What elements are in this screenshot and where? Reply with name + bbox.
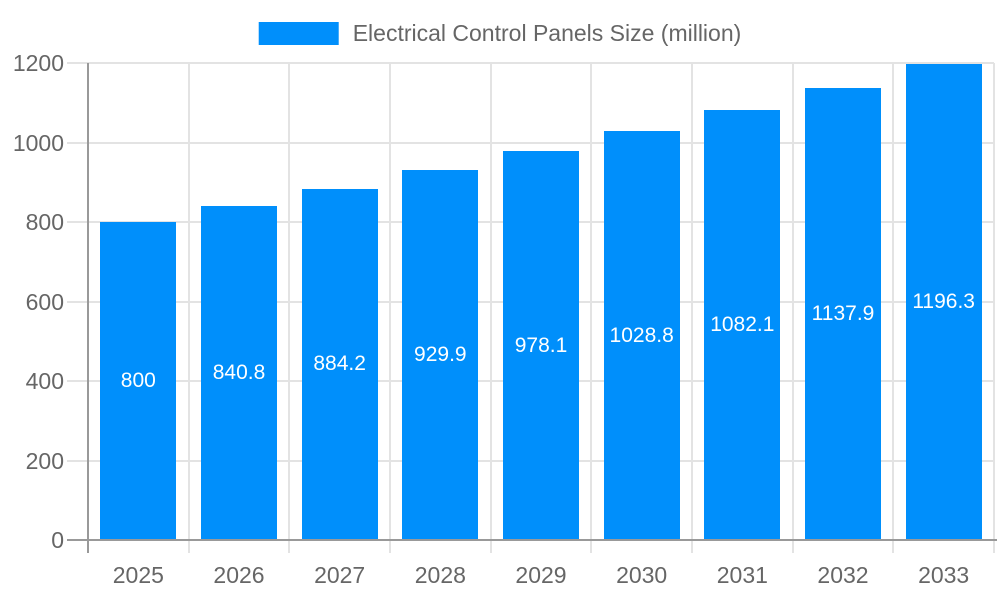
bar-value-label-2030: 1028.8 <box>609 323 674 347</box>
y-axis-tick-label-1000: 1000 <box>12 129 64 156</box>
bar-value-label-2025: 800 <box>120 369 156 392</box>
bar-value-label-2032: 1137.9 <box>811 301 875 325</box>
y-axis-tick-label-800: 800 <box>25 209 64 235</box>
gridline-y-1000 <box>67 141 994 144</box>
x-axis-tick-label-2025: 2025 <box>112 562 164 588</box>
y-axis-tick-label-1200: 1200 <box>12 50 64 76</box>
gridline-x-boundary-2 <box>288 63 291 553</box>
bar-2027[interactable]: 884.2 <box>301 188 378 540</box>
y-axis-tick-label-200: 200 <box>25 447 64 474</box>
bar-2028[interactable]: 929.9 <box>402 170 479 540</box>
bar-value-label-2026: 840.8 <box>212 360 266 384</box>
gridline-x-boundary-6 <box>691 63 693 553</box>
y-axis-tick-label-600: 600 <box>25 288 64 315</box>
gridline-x-boundary-9 <box>993 63 995 553</box>
gridline-x-boundary-5 <box>590 63 593 553</box>
gridline-x-boundary-4 <box>489 63 492 553</box>
x-axis-line <box>67 539 997 541</box>
x-axis-tick-label-2031: 2031 <box>716 562 768 588</box>
x-axis-tick-label-2030: 2030 <box>616 562 668 588</box>
legend-swatch <box>258 22 339 45</box>
bar-2031[interactable]: 1082.1 <box>704 109 781 540</box>
x-axis-tick-label-2032: 2032 <box>817 562 869 588</box>
bar-value-label-2033: 1196.3 <box>912 290 975 314</box>
x-axis-tick-label-2028: 2028 <box>414 562 466 588</box>
legend-item[interactable]: Electrical Control Panels Size (million) <box>258 20 742 47</box>
bar-2030[interactable]: 1028.8 <box>603 131 680 540</box>
y-axis-tick-label-0: 0 <box>51 527 64 553</box>
gridline-x-boundary-1 <box>187 63 190 553</box>
gridline-x-boundary-8 <box>892 63 895 553</box>
gridline-x-boundary-3 <box>389 63 391 553</box>
plot-area: 800 840.8 884.2 929.9 978.1 1028.8 1082.1 1137.… <box>67 62 997 553</box>
bar-value-label-2031: 1082.1 <box>710 312 775 336</box>
y-axis-line <box>87 63 89 553</box>
bar-value-label-2029: 978.1 <box>514 333 568 357</box>
x-axis-tick-label-2027: 2027 <box>314 562 366 588</box>
bar-2025[interactable]: 800 <box>100 222 177 540</box>
x-axis-tick-label-2026: 2026 <box>213 562 265 588</box>
bar-2026[interactable]: 840.8 <box>201 205 277 540</box>
legend-label: Electrical Control Panels Size (million) <box>352 20 742 46</box>
y-axis-tick-label-400: 400 <box>25 368 64 394</box>
gridline-y-1200 <box>67 62 994 64</box>
x-axis-tick-label-2033: 2033 <box>918 562 970 588</box>
x-axis-tick-label-2029: 2029 <box>515 562 567 588</box>
bar-value-label-2028: 929.9 <box>414 343 467 367</box>
bar-2029[interactable]: 978.1 <box>503 151 579 540</box>
gridline-x-boundary-7 <box>791 63 794 553</box>
bar-value-label-2027: 884.2 <box>313 352 366 376</box>
bar-2033[interactable]: 1196.3 <box>905 64 982 540</box>
bar-2032[interactable]: 1137.9 <box>805 87 881 540</box>
